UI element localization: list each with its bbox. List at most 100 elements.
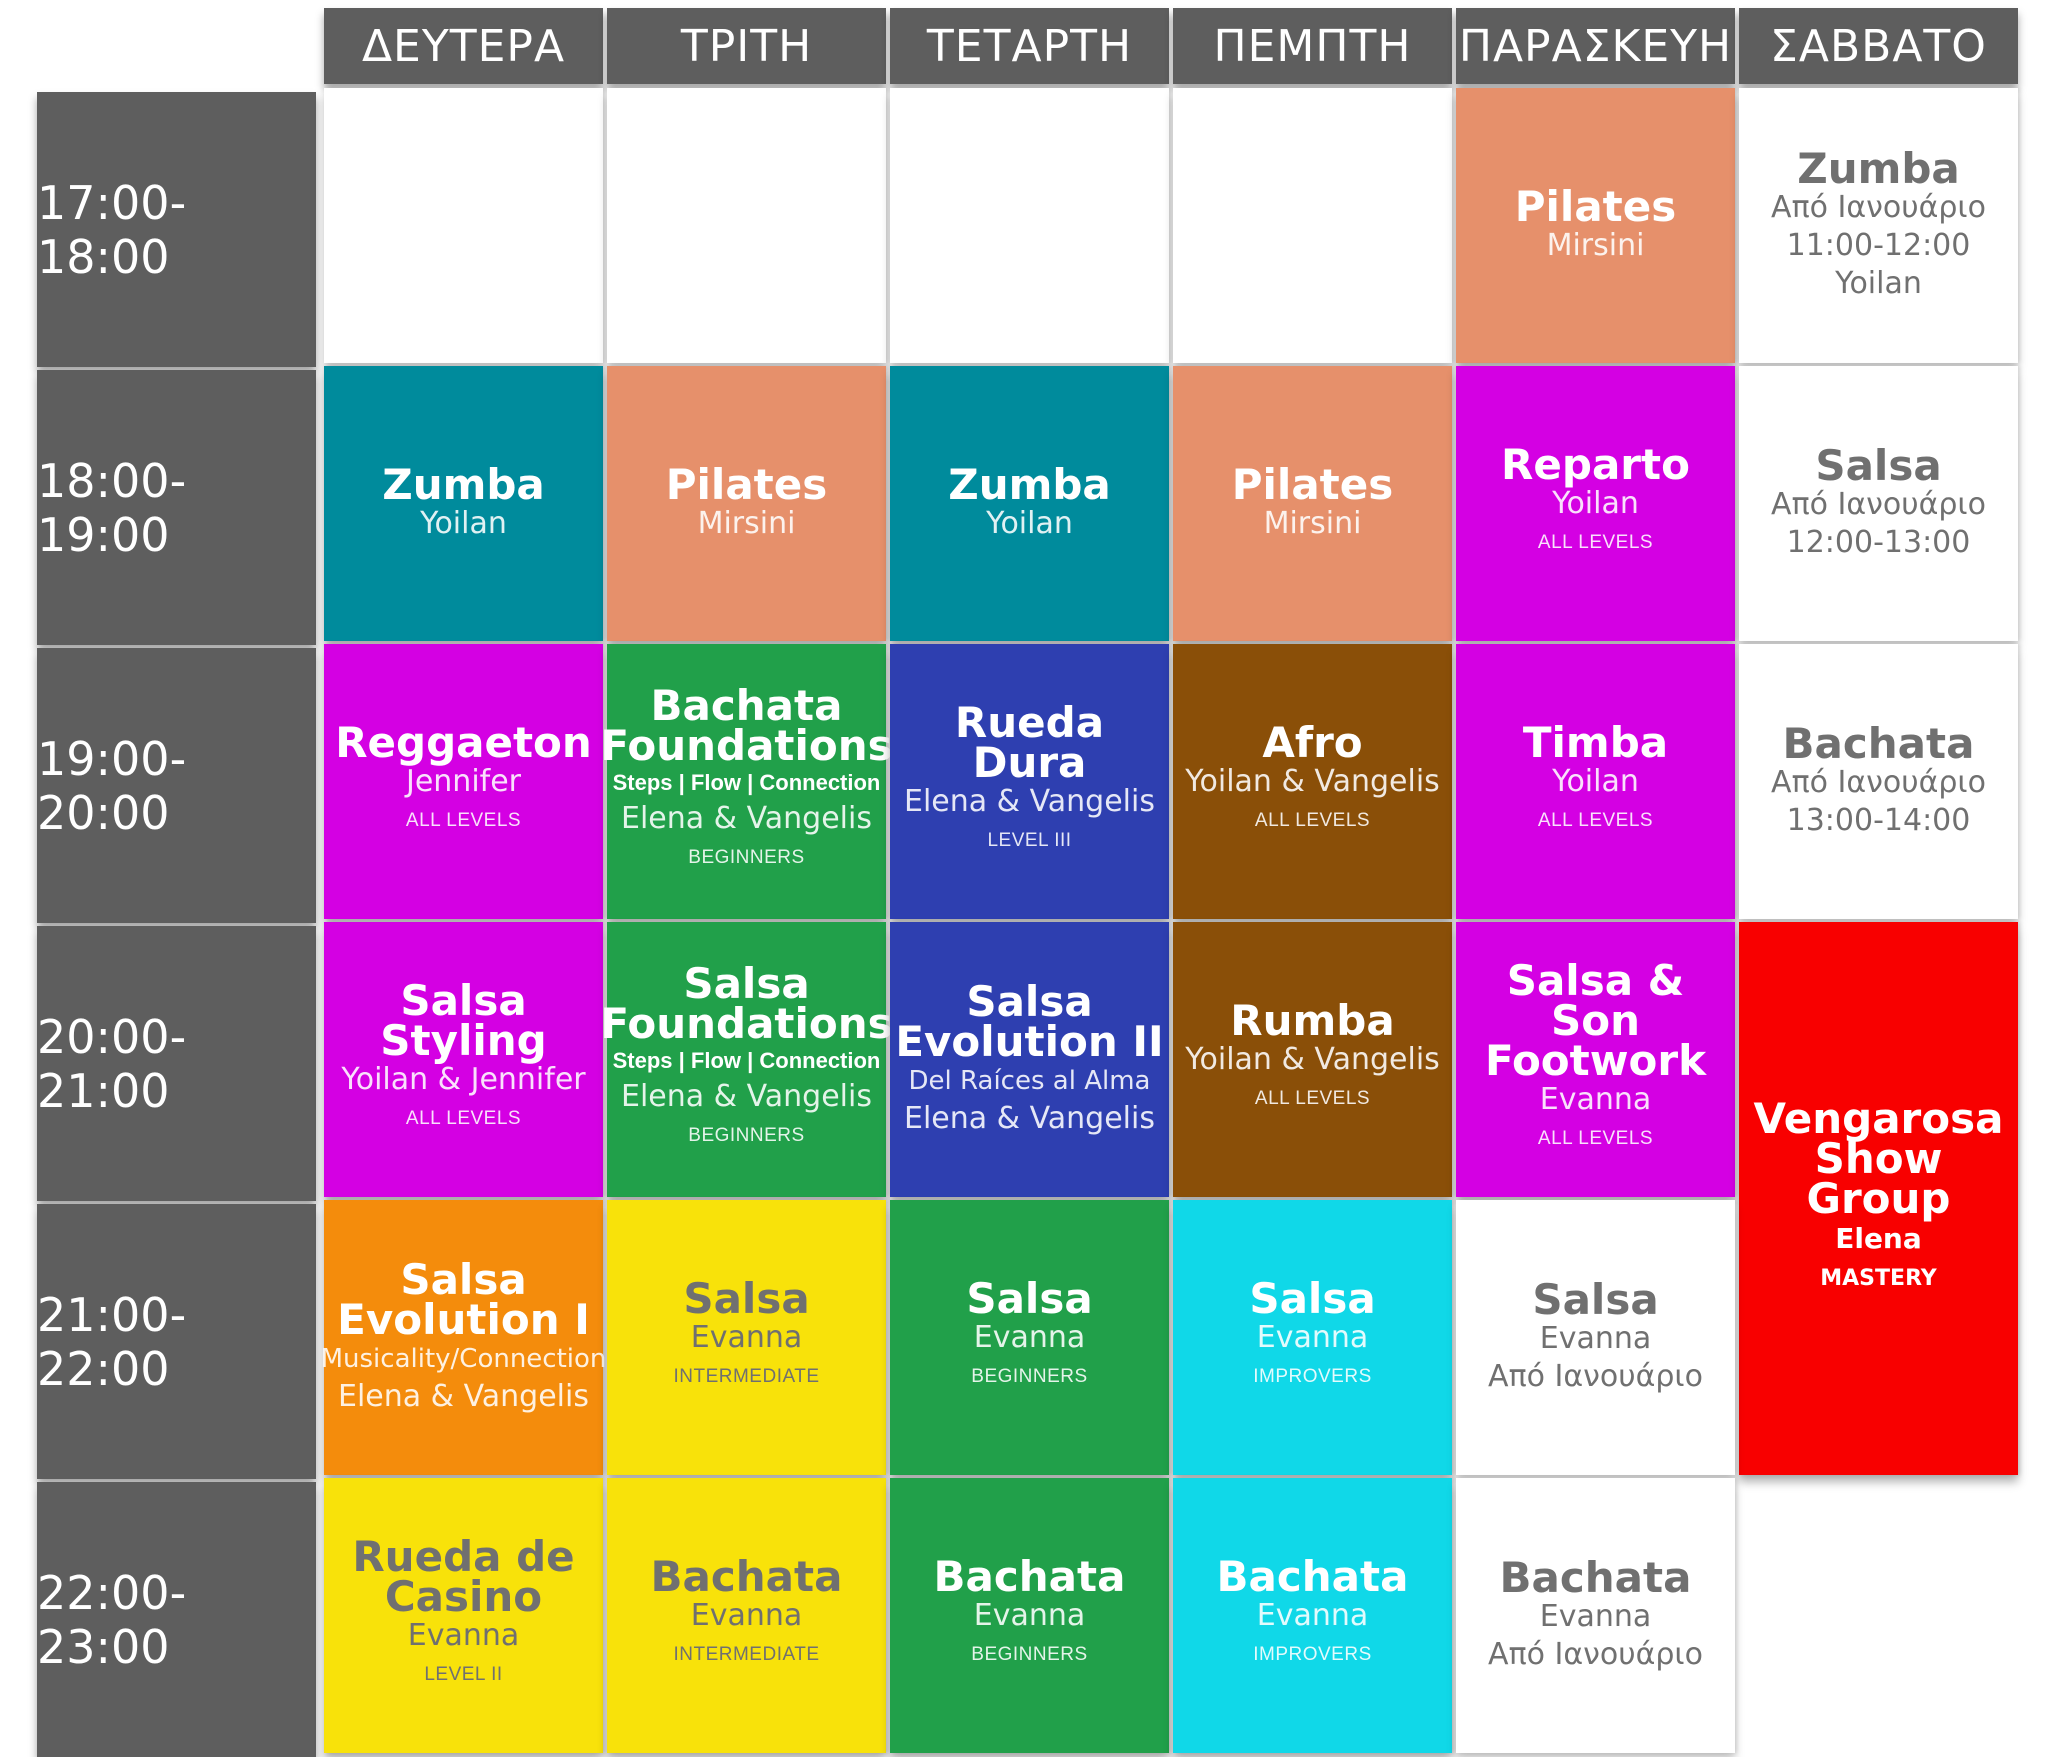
class-card-wednesday-18[interactable]: Zumba Yoilan xyxy=(890,366,1169,641)
class-card-tuesday-21[interactable]: Salsa Evanna INTERMEDIATE xyxy=(607,1200,886,1475)
class-teacher: Mirsini xyxy=(697,505,796,541)
time-slot-19: 19:00-20:00 xyxy=(37,648,316,923)
class-teacher: Evanna xyxy=(1539,1320,1652,1356)
class-title-line-2: Foundations xyxy=(600,998,893,1048)
class-title: Reparto xyxy=(1501,439,1690,489)
class-note: Από Ιανουάριο xyxy=(1488,1358,1703,1394)
class-teacher: Evanna xyxy=(1256,1597,1369,1633)
class-teacher: Yoilan & Vangelis xyxy=(1185,1041,1440,1077)
class-title: Salsa xyxy=(400,1254,527,1304)
class-card-tuesday-22[interactable]: Bachata Evanna INTERMEDIATE xyxy=(607,1478,886,1753)
class-card-friday-21[interactable]: Salsa Evanna Από Ιανουάριο xyxy=(1456,1200,1735,1475)
time-slot-18: 18:00-19:00 xyxy=(37,370,316,645)
class-card-monday-19[interactable]: Reggaeton Jennifer ALL LEVELS xyxy=(324,644,603,919)
class-title: Rumba xyxy=(1230,995,1395,1045)
class-card-thursday-21[interactable]: Salsa Evanna IMPROVERS xyxy=(1173,1200,1452,1475)
class-card-thursday-19[interactable]: Afro Yoilan & Vangelis ALL LEVELS xyxy=(1173,644,1452,919)
class-level: INTERMEDIATE xyxy=(673,1365,820,1387)
day-header-saturday: ΣΑΒΒΑΤΟ xyxy=(1739,8,2018,84)
class-level: ALL LEVELS xyxy=(405,1107,522,1129)
class-title-line-2: Evolution II xyxy=(895,1016,1164,1066)
class-subtitle: Musicality/Connection xyxy=(320,1343,607,1374)
class-title: Bachata xyxy=(1782,718,1975,768)
class-title: Zumba xyxy=(948,459,1111,509)
class-card-wednesday-19[interactable]: Rueda Dura Elena & Vangelis LEVEL III xyxy=(890,644,1169,919)
class-level: LEVEL II xyxy=(424,1663,503,1685)
class-card-wednesday-20[interactable]: Salsa Evolution II Del Raíces al Alma El… xyxy=(890,922,1169,1197)
class-teacher: Yoilan xyxy=(1552,485,1639,521)
class-level: ALL LEVELS xyxy=(1537,809,1654,831)
class-level: INTERMEDIATE xyxy=(673,1643,820,1665)
class-card-monday-21[interactable]: Salsa Evolution I Musicality/Connection … xyxy=(321,1200,606,1475)
class-title-line-3: Group xyxy=(1806,1173,1951,1223)
class-title: Timba xyxy=(1522,717,1669,767)
class-card-wednesday-22[interactable]: Bachata Evanna BEGINNERS xyxy=(890,1478,1169,1753)
empty-cell-tuesday-17 xyxy=(607,88,886,363)
class-subtitle: Del Raíces al Alma xyxy=(908,1065,1151,1096)
class-title-line-2: Evolution I xyxy=(337,1294,590,1344)
class-teacher: Evanna xyxy=(973,1319,1086,1355)
class-title: Rueda de xyxy=(352,1531,575,1581)
class-title: Afro xyxy=(1262,717,1363,767)
class-card-saturday-1[interactable]: Zumba Από Ιανουάριο 11:00-12:00 Yoilan xyxy=(1739,88,2018,363)
class-teacher: Elena & Vangelis xyxy=(337,1378,589,1414)
class-card-saturday-2[interactable]: Salsa Από Ιανουάριο 12:00-13:00 xyxy=(1739,366,2018,641)
class-card-monday-20[interactable]: Salsa Styling Yoilan & Jennifer ALL LEVE… xyxy=(324,922,603,1197)
class-card-tuesday-18[interactable]: Pilates Mirsini xyxy=(607,366,886,641)
class-title: Salsa xyxy=(1815,440,1942,490)
class-detail: Steps | Flow | Connection xyxy=(612,769,881,795)
class-level: ALL LEVELS xyxy=(1537,1127,1654,1149)
day-header-monday: ΔΕΥΤΕΡΑ xyxy=(324,8,603,84)
empty-cell-wednesday-17 xyxy=(890,88,1169,363)
day-header-friday: ΠΑΡΑΣΚΕΥΗ xyxy=(1456,8,1735,84)
class-teacher: Elena & Vangelis xyxy=(903,783,1155,819)
class-time: 13:00-14:00 xyxy=(1786,802,1971,838)
class-note: Από Ιανουάριο xyxy=(1771,486,1986,522)
class-title: Salsa xyxy=(683,958,810,1008)
class-teacher: Yoilan xyxy=(986,505,1073,541)
class-title-line-2: Footwork xyxy=(1484,1035,1707,1085)
class-card-tuesday-20[interactable]: Salsa Foundations Steps | Flow | Connect… xyxy=(600,922,893,1197)
class-title: Zumba xyxy=(382,459,545,509)
class-level: BEGINNERS xyxy=(971,1365,1088,1387)
class-card-friday-19[interactable]: Timba Yoilan ALL LEVELS xyxy=(1456,644,1735,919)
class-note: Από Ιανουάριο xyxy=(1488,1636,1703,1672)
class-card-friday-18[interactable]: Reparto Yoilan ALL LEVELS xyxy=(1456,366,1735,641)
class-title-line-2: Styling xyxy=(380,1015,547,1065)
class-card-friday-22[interactable]: Bachata Evanna Από Ιανουάριο xyxy=(1456,1478,1735,1753)
class-level: LEVEL III xyxy=(987,829,1072,851)
class-card-thursday-20[interactable]: Rumba Yoilan & Vangelis ALL LEVELS xyxy=(1173,922,1452,1197)
class-title: Pilates xyxy=(1231,459,1394,509)
class-card-thursday-18[interactable]: Pilates Mirsini xyxy=(1173,366,1452,641)
class-title: Salsa xyxy=(966,976,1093,1026)
class-title-line-2: Foundations xyxy=(600,720,893,770)
class-card-friday-17[interactable]: Pilates Mirsini xyxy=(1456,88,1735,363)
class-teacher: Evanna xyxy=(1256,1319,1369,1355)
class-card-tuesday-19[interactable]: Bachata Foundations Steps | Flow | Conne… xyxy=(600,644,893,919)
class-teacher: Yoilan xyxy=(1552,763,1639,799)
class-teacher: Evanna xyxy=(1539,1598,1652,1634)
class-title-line-2: Casino xyxy=(384,1571,543,1621)
class-card-saturday-3[interactable]: Bachata Από Ιανουάριο 13:00-14:00 xyxy=(1739,644,2018,919)
class-title: Salsa xyxy=(683,1273,810,1323)
time-slot-21: 21:00-22:00 xyxy=(37,1204,316,1479)
class-level: BEGINNERS xyxy=(688,846,805,868)
day-header-wednesday: ΤΕΤΑΡΤΗ xyxy=(890,8,1169,84)
class-title: Salsa & Son xyxy=(1506,955,1685,1045)
class-card-monday-18[interactable]: Zumba Yoilan xyxy=(324,366,603,641)
class-title: Bachata xyxy=(1216,1551,1409,1601)
class-card-friday-20[interactable]: Salsa & Son Footwork Evanna ALL LEVELS xyxy=(1456,922,1735,1197)
class-card-wednesday-21[interactable]: Salsa Evanna BEGINNERS xyxy=(890,1200,1169,1475)
class-title-line-2: Show xyxy=(1814,1133,1943,1183)
class-teacher: Evanna xyxy=(973,1597,1086,1633)
class-title: Bachata xyxy=(650,1551,843,1601)
class-time: 12:00-13:00 xyxy=(1786,524,1971,560)
class-title: Pilates xyxy=(1514,181,1677,231)
class-card-saturday-show-group[interactable]: Vengarosa Show Group Elena MASTERY xyxy=(1739,922,2018,1475)
class-card-thursday-22[interactable]: Bachata Evanna IMPROVERS xyxy=(1173,1478,1452,1753)
class-level: IMPROVERS xyxy=(1253,1643,1372,1665)
class-title: Bachata xyxy=(1499,1552,1692,1602)
class-title: Salsa xyxy=(966,1273,1093,1323)
class-time: 11:00-12:00 xyxy=(1786,227,1971,263)
class-card-monday-22[interactable]: Rueda de Casino Evanna LEVEL II xyxy=(324,1478,603,1753)
